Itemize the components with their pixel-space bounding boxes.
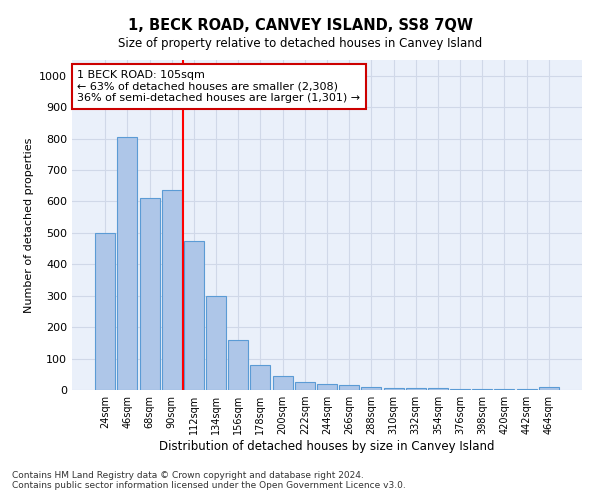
Bar (228, 340, 248, 390)
Bar (250, 366, 271, 390)
Bar (118, 137, 137, 390)
Y-axis label: Number of detached properties: Number of detached properties (23, 138, 34, 312)
Bar (494, 389, 514, 390)
Bar (450, 388, 470, 390)
Text: Contains HM Land Registry data © Crown copyright and database right 2024.: Contains HM Land Registry data © Crown c… (12, 471, 364, 480)
Bar (361, 387, 382, 390)
Text: 1 BECK ROAD: 105sqm
← 63% of detached houses are smaller (2,308)
36% of semi-det: 1 BECK ROAD: 105sqm ← 63% of detached ho… (77, 70, 360, 103)
Bar (272, 376, 293, 390)
Bar (428, 388, 448, 390)
Bar (383, 388, 404, 390)
Bar (339, 386, 359, 390)
Bar (162, 190, 182, 390)
Bar (472, 389, 492, 390)
X-axis label: Distribution of detached houses by size in Canvey Island: Distribution of detached houses by size … (159, 440, 495, 453)
Bar (206, 296, 226, 390)
Bar (95, 233, 115, 390)
Bar (140, 198, 160, 390)
Bar (517, 389, 536, 390)
Bar (539, 388, 559, 390)
Bar (184, 240, 204, 390)
Text: 1, BECK ROAD, CANVEY ISLAND, SS8 7QW: 1, BECK ROAD, CANVEY ISLAND, SS8 7QW (128, 18, 473, 32)
Text: Size of property relative to detached houses in Canvey Island: Size of property relative to detached ho… (118, 38, 482, 51)
Bar (406, 388, 426, 390)
Bar (295, 382, 315, 390)
Text: Contains public sector information licensed under the Open Government Licence v3: Contains public sector information licen… (12, 481, 406, 490)
Bar (317, 384, 337, 390)
